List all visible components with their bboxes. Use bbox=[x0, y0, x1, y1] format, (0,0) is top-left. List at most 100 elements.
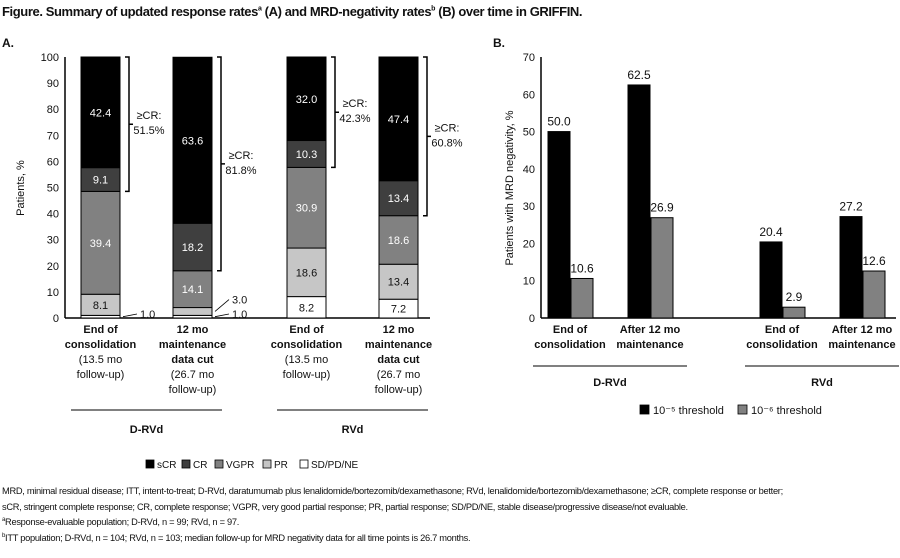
bracket-label: 51.5% bbox=[133, 125, 164, 137]
data-label: 1.0 bbox=[140, 309, 155, 321]
category-label: consolidation bbox=[746, 339, 818, 351]
category-label: follow-up) bbox=[375, 384, 423, 396]
data-label: 18.6 bbox=[296, 267, 317, 279]
footnote-a-sup: a bbox=[2, 517, 6, 523]
footnote-a-text: Response-evaluable population; D-RVd, n … bbox=[5, 517, 240, 528]
category-label: (13.5 mo bbox=[79, 354, 122, 366]
category-label: After 12 mo bbox=[832, 324, 893, 336]
legend-label: 10⁻⁵ threshold bbox=[653, 405, 724, 417]
category-label: data cut bbox=[377, 354, 420, 366]
category-label: follow-up) bbox=[77, 369, 125, 381]
bracket-label: ≥CR: bbox=[229, 150, 254, 162]
y-tick-label: 100 bbox=[41, 52, 59, 64]
panel-a-label: A. bbox=[2, 36, 14, 50]
data-label: 8.1 bbox=[93, 300, 108, 312]
y-tick-label: 10 bbox=[523, 276, 535, 288]
title-text: Figure. Summary of updated response rate… bbox=[2, 4, 258, 19]
data-label: 10.3 bbox=[296, 149, 317, 161]
data-label: 1.0 bbox=[232, 309, 247, 321]
bracket-label: 42.3% bbox=[339, 113, 370, 125]
category-label: (26.7 mo bbox=[377, 369, 420, 381]
bar-1e-6 bbox=[782, 306, 806, 319]
legend-swatch bbox=[262, 459, 272, 469]
category-label: End of bbox=[83, 324, 118, 336]
category-label: (13.5 mo bbox=[285, 354, 328, 366]
data-label: 20.4 bbox=[759, 225, 783, 239]
data-label: 2.9 bbox=[786, 290, 803, 304]
group-label: D-RVd bbox=[593, 377, 626, 389]
data-label: 13.4 bbox=[388, 193, 409, 205]
bar-segment-scr bbox=[172, 56, 213, 224]
footnote-a: aResponse-evaluable population; D-RVd, n… bbox=[2, 517, 239, 527]
legend-swatch bbox=[737, 404, 748, 415]
figure-title: Figure. Summary of updated response rate… bbox=[2, 4, 583, 19]
data-label: 3.0 bbox=[232, 295, 247, 307]
legend-swatch bbox=[639, 404, 650, 415]
category-label: maintenance bbox=[365, 339, 432, 351]
data-label: 42.4 bbox=[90, 107, 111, 119]
data-label: 62.5 bbox=[627, 68, 651, 82]
leader-line bbox=[214, 313, 230, 318]
y-axis-label: Patients, % bbox=[15, 160, 27, 216]
category-label: consolidation bbox=[534, 339, 606, 351]
bar-segment-cr bbox=[378, 180, 419, 217]
legend-swatch bbox=[299, 459, 309, 469]
legend-label: 10⁻⁶ threshold bbox=[751, 405, 822, 417]
category-label: After 12 mo bbox=[620, 324, 681, 336]
bracket-label: ≥CR: bbox=[435, 122, 460, 134]
bar-1e-6 bbox=[650, 217, 674, 319]
bar-1e-6 bbox=[570, 277, 594, 319]
y-tick-label: 20 bbox=[523, 238, 535, 250]
data-label: 32.0 bbox=[296, 94, 317, 106]
footnote-b: bITT population; D-RVd, n = 104; RVd, n … bbox=[2, 533, 471, 543]
y-tick-label: 50 bbox=[523, 127, 535, 139]
y-tick-label: 30 bbox=[523, 201, 535, 213]
category-label: (26.7 mo bbox=[171, 369, 214, 381]
bar-segment-cr bbox=[172, 222, 213, 272]
bracket-label: 81.8% bbox=[225, 165, 256, 177]
y-tick-label: 70 bbox=[47, 130, 59, 142]
category-label: maintenance bbox=[828, 339, 895, 351]
bracket-label: ≥CR: bbox=[137, 110, 162, 122]
category-label: maintenance bbox=[616, 339, 683, 351]
category-label: End of bbox=[765, 324, 800, 336]
bar-segment-scr bbox=[80, 56, 121, 169]
bar-segment-vgpr bbox=[172, 270, 213, 309]
group-label: D-RVd bbox=[130, 424, 163, 436]
bar-segment-pr bbox=[172, 307, 213, 316]
data-label: 18.2 bbox=[182, 242, 203, 254]
data-label: 9.1 bbox=[93, 175, 108, 187]
y-tick-label: 40 bbox=[47, 209, 59, 221]
cr-bracket bbox=[331, 56, 339, 169]
data-label: 50.0 bbox=[547, 115, 571, 129]
data-label: 10.6 bbox=[570, 261, 594, 275]
legend-label: PR bbox=[274, 460, 288, 471]
data-label: 14.1 bbox=[182, 284, 203, 296]
y-tick-label: 10 bbox=[47, 287, 59, 299]
legend-label: sCR bbox=[157, 460, 176, 471]
group-label: RVd bbox=[811, 377, 833, 389]
footnote-abbrev-1: MRD, minimal residual disease; ITT, inte… bbox=[2, 486, 783, 496]
title-sup: b bbox=[431, 5, 436, 13]
footnote-b-sup: b bbox=[2, 533, 6, 539]
y-axis-label: Patients with MRD negativity, % bbox=[504, 110, 516, 265]
cr-bracket bbox=[125, 56, 133, 193]
bar-1e-5 bbox=[547, 131, 571, 319]
bracket-label: 60.8% bbox=[431, 137, 462, 149]
y-tick-label: 0 bbox=[53, 313, 59, 325]
category-label: End of bbox=[289, 324, 324, 336]
y-tick-label: 60 bbox=[47, 156, 59, 168]
data-label: 13.4 bbox=[388, 277, 409, 289]
group-label: RVd bbox=[342, 424, 364, 436]
data-label: 26.9 bbox=[650, 201, 674, 215]
bar-segment-vgpr bbox=[286, 166, 327, 249]
legend-swatch bbox=[145, 459, 155, 469]
category-label: follow-up) bbox=[169, 384, 217, 396]
footnote-abbrev-2: sCR, stringent complete response; CR, co… bbox=[2, 502, 688, 512]
y-tick-label: 30 bbox=[47, 235, 59, 247]
bar-segment-scr bbox=[286, 56, 327, 142]
bar-1e-5 bbox=[839, 216, 863, 319]
bar-segment-scr bbox=[378, 56, 419, 182]
title-text: (B) over time in GRIFFIN. bbox=[435, 4, 583, 19]
